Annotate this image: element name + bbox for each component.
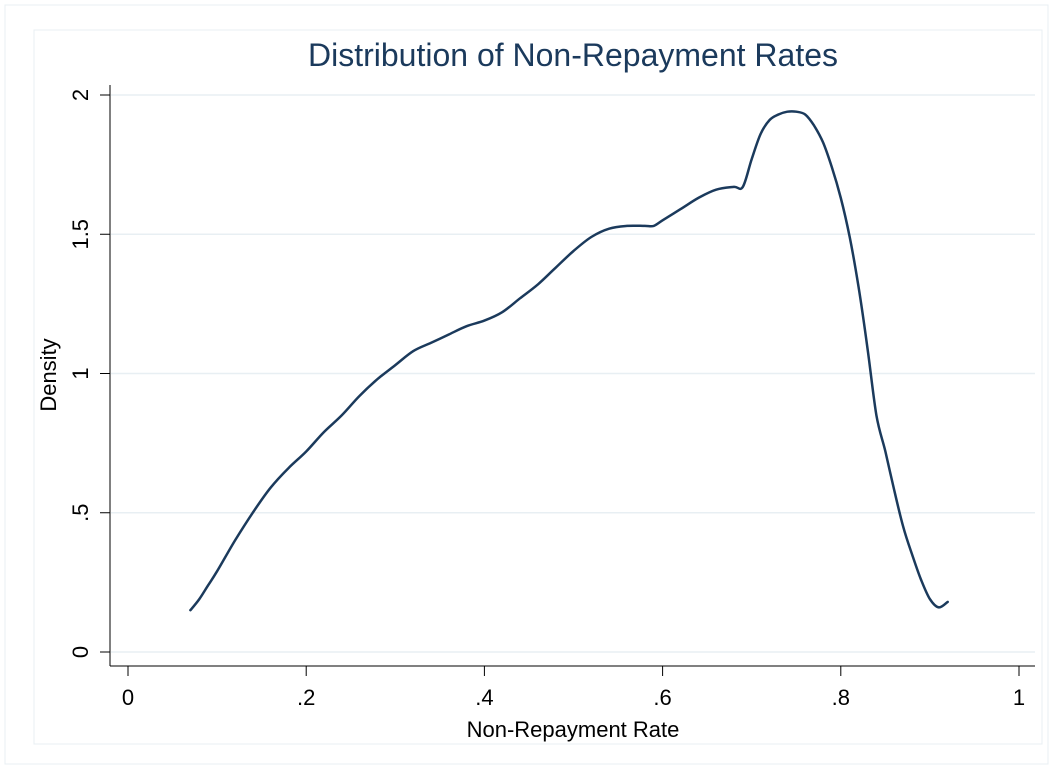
x-tick-label: .6 (653, 685, 671, 710)
y-tick-label: 0 (68, 646, 93, 658)
plot-frame (33, 29, 1043, 745)
x-tick-label: 0 (122, 685, 134, 710)
y-ticks: 0 .5 1 1.5 2 (68, 89, 110, 658)
x-tick-label: 1 (1013, 685, 1025, 710)
density-line (189, 110, 949, 612)
x-tick-label: .2 (297, 685, 315, 710)
x-ticks: 0 .2 .4 .6 .8 1 (122, 666, 1025, 710)
series-layer (189, 110, 949, 612)
y-tick-label: 2 (68, 89, 93, 101)
y-tick-label: .5 (68, 504, 93, 522)
y-axis-label: Density (36, 338, 61, 411)
x-axis-label: Non-Repayment Rate (467, 717, 680, 742)
y-tick-label: 1 (68, 367, 93, 379)
chart-title: Distribution of Non-Repayment Rates (308, 37, 838, 73)
x-tick-label: .4 (475, 685, 493, 710)
y-tick-label: 1.5 (68, 219, 93, 250)
axes (109, 85, 1035, 667)
x-tick-label: .8 (832, 685, 850, 710)
grid-lines (111, 94, 1035, 653)
